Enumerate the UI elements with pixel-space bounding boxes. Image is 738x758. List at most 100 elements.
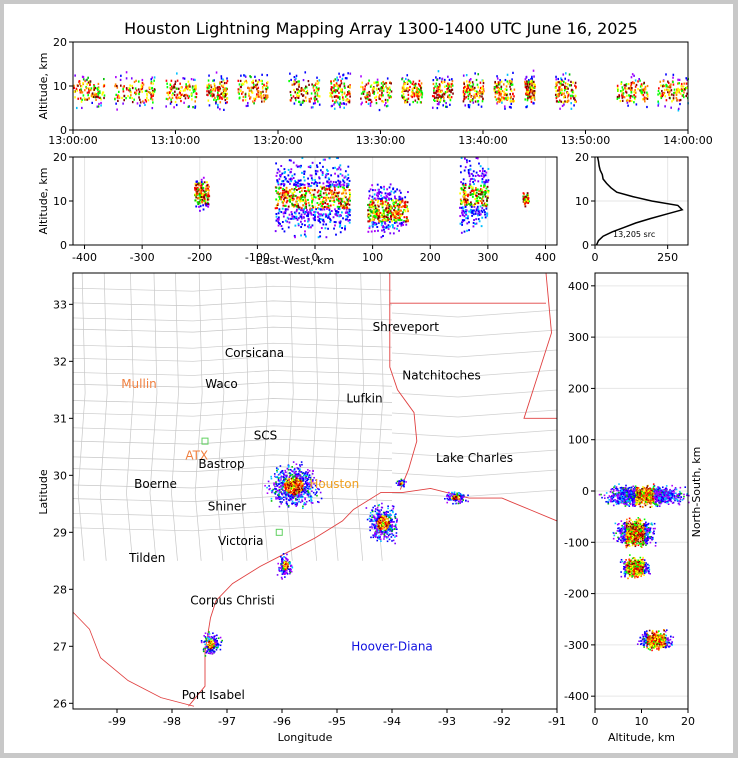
source-point (486, 180, 489, 183)
source-point (471, 209, 474, 212)
source-point (478, 213, 481, 216)
source-point (447, 498, 450, 501)
source-point (642, 93, 645, 97)
source-point (626, 87, 628, 90)
source-point (222, 84, 225, 87)
source-point (306, 92, 309, 95)
source-point (297, 187, 300, 190)
source-point (170, 89, 172, 92)
source-point (436, 78, 438, 82)
source-point (298, 480, 300, 482)
source-point (403, 219, 406, 222)
source-point (296, 496, 299, 498)
source-point (567, 87, 569, 90)
border-tx-la (389, 273, 418, 490)
x-tick-label: 14:00:00 (663, 134, 712, 147)
source-point (302, 198, 304, 201)
source-point (376, 81, 379, 84)
source-point (398, 222, 401, 225)
source-point (376, 215, 379, 218)
source-point (278, 480, 281, 483)
source-point (524, 205, 527, 208)
source-point (292, 477, 294, 479)
source-point (421, 96, 423, 99)
source-point (532, 86, 535, 89)
source-point (393, 209, 395, 212)
source-point (337, 87, 340, 90)
source-point (436, 102, 439, 106)
source-point (283, 481, 286, 483)
source-point (347, 198, 350, 201)
source-point (372, 536, 375, 539)
source-point (300, 491, 303, 494)
source-point (398, 189, 401, 192)
source-point (373, 221, 376, 224)
source-point (243, 74, 245, 77)
source-point (560, 77, 562, 80)
source-point (391, 510, 394, 513)
source-point (339, 183, 342, 186)
source-point (207, 193, 210, 196)
source-point (562, 73, 565, 76)
source-point (668, 93, 671, 97)
source-point (339, 164, 342, 167)
source-point (464, 190, 467, 193)
source-point (389, 81, 392, 84)
source-point (293, 482, 296, 485)
source-point (303, 183, 306, 186)
source-point (505, 94, 508, 97)
county-line (72, 525, 393, 532)
source-point (459, 198, 462, 201)
source-point (214, 96, 216, 100)
source-point (686, 78, 689, 82)
source-point (135, 89, 138, 92)
source-point (555, 95, 558, 99)
source-point (414, 86, 417, 90)
source-point (216, 88, 219, 91)
source-point (385, 199, 388, 202)
source-point (310, 174, 313, 177)
source-point (434, 85, 436, 88)
source-point (473, 204, 476, 207)
source-point (366, 518, 369, 521)
source-point (567, 91, 569, 95)
source-point (100, 101, 102, 105)
source-point (302, 204, 304, 207)
source-point (560, 100, 563, 103)
source-point (376, 530, 378, 533)
source-point (294, 503, 297, 506)
source-point (329, 200, 331, 203)
source-point (447, 82, 449, 85)
source-point (297, 468, 300, 470)
source-point (300, 220, 302, 223)
source-point (278, 483, 280, 485)
source-point (130, 77, 133, 80)
source-point (152, 82, 154, 85)
source-point (292, 497, 295, 499)
source-point (525, 85, 528, 88)
source-point (101, 93, 104, 96)
source-point (557, 77, 560, 81)
source-point (387, 525, 390, 528)
source-point (333, 191, 336, 194)
source-point (626, 98, 629, 102)
source-point (399, 200, 402, 203)
source-point (474, 210, 477, 213)
source-point (349, 199, 351, 202)
source-point (630, 99, 633, 103)
source-point (346, 198, 348, 201)
source-point (676, 82, 679, 85)
source-point (275, 174, 278, 177)
source-point (296, 467, 299, 469)
source-point (166, 86, 169, 89)
source-point (625, 91, 628, 94)
source-point (392, 204, 395, 207)
source-point (621, 92, 624, 95)
source-point (370, 536, 372, 539)
source-point (171, 94, 173, 97)
source-point (203, 193, 205, 196)
source-point (479, 170, 481, 173)
source-point (374, 510, 377, 513)
source-point (497, 83, 500, 86)
source-point (389, 95, 392, 98)
